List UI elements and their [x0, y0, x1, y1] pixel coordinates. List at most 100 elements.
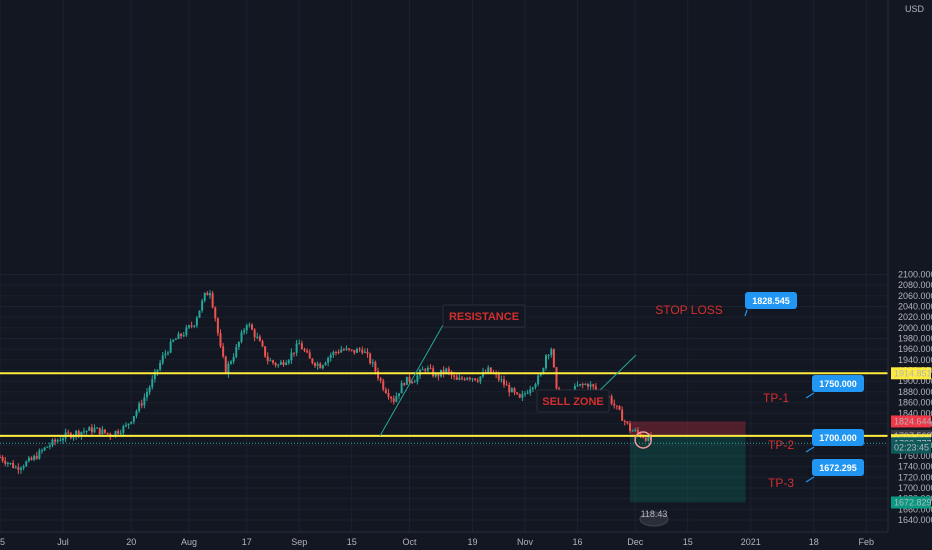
candle-body: [644, 437, 647, 441]
candle-body: [426, 367, 429, 371]
price-label: 1824.644: [894, 416, 932, 426]
candle-body: [345, 348, 348, 350]
candle-body: [398, 393, 400, 397]
candle-body: [51, 439, 54, 446]
candle-body: [319, 363, 322, 369]
callout-box: [812, 459, 864, 476]
candle-body: [552, 349, 555, 368]
candle-body: [542, 368, 545, 374]
candle-body: [429, 367, 432, 369]
y-tick-label: 2000.000: [898, 323, 932, 333]
candle-body: [461, 377, 463, 379]
x-tick-label: Jul: [57, 537, 69, 547]
candle-body: [303, 349, 306, 351]
y-tick-label: 1700.000: [898, 483, 932, 493]
candle-body: [17, 467, 20, 470]
candle-body: [332, 351, 335, 355]
candle-body: [547, 355, 550, 357]
candle-body: [153, 371, 156, 380]
candle-body: [421, 369, 424, 371]
tp1-label: TP-1: [763, 391, 789, 405]
price-label: 1914.851: [894, 368, 932, 378]
candle-body: [361, 349, 364, 353]
candle-body: [169, 341, 172, 353]
candle-body: [125, 424, 127, 427]
candle-body: [180, 333, 183, 337]
candle-body: [285, 362, 288, 365]
candle-body: [167, 352, 169, 354]
candle-body: [524, 393, 526, 395]
candle-body: [371, 362, 374, 364]
candle-body: [274, 362, 277, 366]
candles: [0, 290, 652, 474]
x-tick-label: 2021: [741, 537, 761, 547]
candle-body: [615, 405, 618, 407]
candle-body: [474, 378, 477, 381]
candle-body: [639, 432, 642, 437]
candle-body: [27, 457, 30, 462]
candle-body: [90, 427, 93, 433]
x-tick-label: Nov: [517, 537, 534, 547]
candle-body: [340, 349, 343, 353]
candle-body: [311, 358, 314, 364]
candle-body: [282, 362, 285, 365]
candle-body: [93, 428, 96, 433]
candle-body: [468, 377, 471, 380]
x-tick-label: Sep: [291, 537, 307, 547]
candle-body: [12, 462, 15, 468]
candle-body: [101, 429, 104, 435]
candle-body: [48, 445, 51, 447]
candle-body: [405, 376, 408, 385]
price-axis-bg: [888, 0, 932, 550]
candle-body: [631, 430, 634, 432]
candle-body: [489, 367, 492, 373]
candle-body: [67, 432, 70, 434]
candle-body: [56, 440, 59, 442]
candle-body: [25, 461, 28, 467]
candle-body: [104, 429, 106, 433]
candle-body: [80, 431, 83, 436]
candle-body: [308, 352, 311, 359]
candle-body: [62, 438, 64, 441]
price-label: 1672.829: [894, 497, 932, 507]
candle-body: [33, 455, 36, 460]
candle-body: [9, 462, 12, 464]
callout-value: 1672.295: [819, 463, 857, 473]
candle-body: [321, 365, 324, 369]
y-tick-label: 1860.000: [898, 398, 932, 408]
candle-body: [594, 386, 597, 390]
candle-body: [148, 387, 151, 393]
candle-body: [581, 383, 584, 385]
candle-body: [245, 325, 248, 331]
candle-body: [458, 377, 461, 380]
y-tick-label: 2020.000: [898, 312, 932, 322]
candle-body: [4, 460, 7, 464]
callout-pointer: [805, 446, 815, 453]
candle-body: [243, 330, 246, 333]
candle-body: [526, 392, 529, 394]
candle-body: [161, 355, 164, 363]
candle-body: [35, 455, 38, 459]
candle-body: [387, 392, 390, 397]
candle-body: [117, 431, 120, 434]
candle-body: [198, 310, 201, 318]
candle-body: [647, 435, 650, 441]
candle-body: [119, 432, 122, 434]
candle-body: [20, 468, 22, 470]
stop-loss-label: STOP LOSS: [655, 303, 723, 317]
candle-body: [384, 389, 387, 393]
candle-body: [350, 349, 353, 351]
y-tick-label: 2080.000: [898, 280, 932, 290]
candle-body: [77, 430, 80, 436]
candle-body: [98, 427, 101, 435]
candle-body: [356, 348, 358, 353]
candle-body: [374, 362, 377, 372]
candle-body: [518, 394, 521, 398]
candle-body: [159, 362, 162, 370]
candle-body: [235, 347, 238, 358]
x-tick-label: Dec: [627, 537, 644, 547]
candle-body: [172, 339, 175, 342]
candle-body: [342, 349, 345, 351]
